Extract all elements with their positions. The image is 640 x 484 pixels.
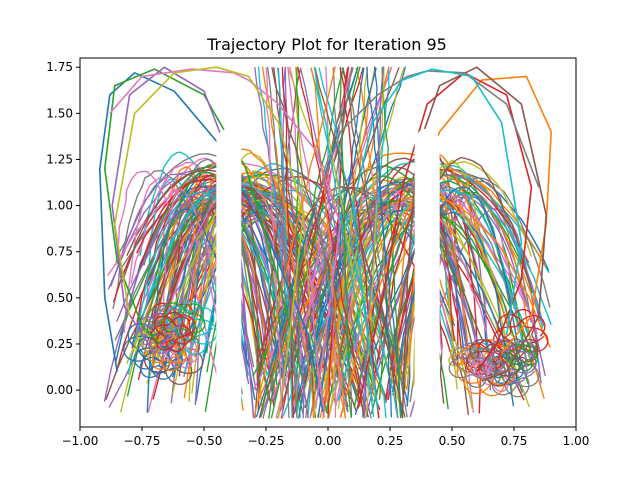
obstacle-pillar [216, 128, 242, 427]
trajectory-loop [165, 336, 199, 369]
trajectory-texture-line [132, 191, 299, 368]
axes-layer: −1.00 −0.75 −0.50 −0.25 0.00 0.25 0.50 0.75 1.00… [46, 57, 590, 448]
trajectory-texture-line [355, 67, 404, 419]
series-line-3 [357, 72, 533, 409]
x-tick-label: 1.00 [563, 434, 590, 448]
x-tick-label: −0.25 [248, 434, 285, 448]
x-tick-label: −1.00 [62, 434, 99, 448]
trajectory-loop [492, 309, 549, 363]
trajectory-texture-line [252, 199, 533, 377]
y-tick-label: 1.25 [46, 152, 73, 166]
series-line-7 [314, 70, 540, 413]
trajectory-texture-line [276, 67, 293, 419]
y-tick-label: 0.50 [46, 291, 73, 305]
trajectory-texture-line [287, 66, 326, 418]
trajectory-texture-line [295, 67, 300, 418]
series-line-2 [104, 68, 304, 382]
trajectory-texture-line [318, 67, 399, 418]
trajectory-loop [486, 339, 537, 383]
trajectory-texture-line [364, 67, 385, 419]
x-tick-label: −0.50 [186, 434, 223, 448]
trajectory-loop [161, 300, 218, 356]
trajectory-texture-line [339, 66, 352, 419]
y-tick-label: 1.50 [46, 106, 73, 120]
trajectory-texture-line [254, 67, 310, 419]
x-tick-label: 0.50 [439, 434, 466, 448]
trajectory-texture-line [253, 66, 336, 419]
x-tick-label: −0.75 [124, 434, 161, 448]
trajectory-texture-line [310, 67, 347, 419]
x-tick-label: 0.75 [501, 434, 528, 448]
x-tick-label: 0.25 [377, 434, 404, 448]
trajectory-loop [160, 302, 206, 342]
obstacle-pillar-body [414, 141, 440, 427]
y-tick-label: 1.75 [46, 60, 73, 74]
y-tick-label: 0.75 [46, 245, 73, 259]
series-line-6 [109, 68, 342, 409]
trajectory-texture-line [150, 171, 269, 398]
trajectory-texture-line [297, 66, 365, 418]
trajectory-loop [470, 356, 493, 378]
trajectory-texture-line [271, 152, 488, 368]
y-tick-label: 0.25 [46, 337, 73, 351]
trajectory-texture-line [366, 196, 546, 415]
trajectory-texture-line [281, 66, 295, 418]
trajectory-texture-line [339, 67, 380, 419]
trajectory-texture-line [317, 67, 365, 418]
y-tick-label: 1.00 [46, 199, 73, 213]
trajectory-texture-line [265, 67, 284, 419]
trajectory-texture-line [123, 177, 231, 371]
trajectory-texture-line [389, 156, 532, 365]
trajectory-texture-line [381, 66, 402, 418]
trajectory-texture-line [126, 202, 304, 414]
obstacle-layer [216, 128, 440, 427]
series-line-1 [339, 75, 552, 419]
series-line-0 [99, 72, 324, 413]
trajectory-texture-line [373, 66, 392, 418]
y-tick-label: 0.00 [46, 383, 73, 397]
series-line-5 [401, 66, 547, 418]
x-tick-label: 0.00 [315, 434, 342, 448]
trajectory-texture-line [261, 66, 315, 419]
trajectory-loop [150, 311, 193, 353]
chart-title: Trajectory Plot for Iteration 95 [206, 35, 447, 54]
trajectory-texture-line [162, 188, 238, 380]
trajectory-loop [448, 346, 496, 388]
obstacle-pillar [414, 128, 440, 427]
trajectory-texture-line [262, 67, 354, 419]
trajectory-texture-line [260, 66, 393, 418]
series-line-9 [352, 68, 523, 409]
trajectory-loop [133, 332, 184, 380]
trajectory-texture-line [323, 198, 487, 402]
trajectory-texture-line [280, 66, 287, 419]
trajectory-texture-line [363, 66, 385, 419]
obstacle-pillar-body [216, 141, 242, 427]
trajectory-texture-line [266, 66, 298, 419]
series-line-8 [113, 66, 304, 418]
series-layer [99, 66, 552, 419]
trajectory-loop [142, 303, 187, 346]
trajectory-texture-line [254, 67, 302, 419]
trajectory-texture-line [115, 170, 228, 414]
trajectory-texture-line [316, 67, 405, 418]
